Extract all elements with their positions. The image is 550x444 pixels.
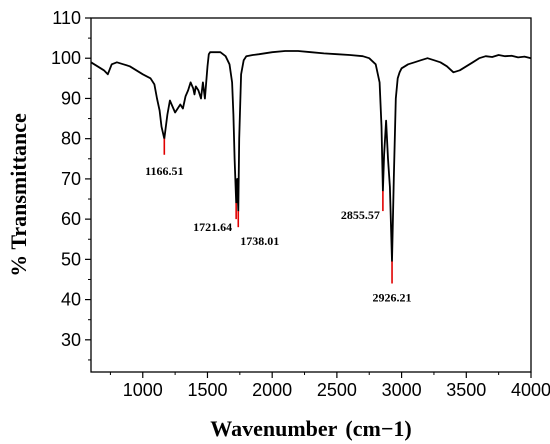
peak-annotations: 1166.51 1721.64 1738.01 2855.57 2926.21 xyxy=(145,138,412,305)
x-tick-label: 1000 xyxy=(123,380,163,400)
spectrum-line xyxy=(90,50,532,263)
plot-frame xyxy=(90,17,532,373)
y-axis-ticks: 30 40 50 60 70 80 90 100 110 xyxy=(51,8,91,361)
peak-label: 2926.21 xyxy=(373,291,412,305)
x-tick-label: 2500 xyxy=(317,380,357,400)
y-tick-label: 30 xyxy=(61,330,81,350)
x-axis-unit: (cm−1) xyxy=(345,416,411,441)
peak-label: 1721.64 xyxy=(193,220,232,234)
y-axis-title: % Transmittance xyxy=(6,113,31,277)
y-tick-label: 90 xyxy=(61,88,81,108)
y-tick-label: 50 xyxy=(61,249,81,269)
x-tick-label: 1500 xyxy=(187,380,227,400)
y-tick-label: 100 xyxy=(51,48,81,68)
y-tick-label: 80 xyxy=(61,129,81,149)
y-tick-label: 70 xyxy=(61,169,81,189)
peak-label: 1738.01 xyxy=(240,234,279,248)
x-axis-title-text: Wavenumber xyxy=(210,416,337,441)
y-tick-label: 40 xyxy=(61,290,81,310)
x-tick-label: 3000 xyxy=(382,380,422,400)
y-tick-label: 110 xyxy=(52,8,81,28)
peak-label: 2855.57 xyxy=(341,208,380,222)
peak-label: 1166.51 xyxy=(145,164,183,178)
y-tick-label: 60 xyxy=(61,209,81,229)
x-tick-label: 4000 xyxy=(511,380,550,400)
x-axis-ticks: 1000 1500 2000 2500 3000 3500 4000 xyxy=(109,372,550,400)
x-tick-label: 3500 xyxy=(446,380,486,400)
x-tick-label: 2000 xyxy=(252,380,292,400)
x-axis-title: Wavenumber (cm−1) xyxy=(210,416,411,441)
